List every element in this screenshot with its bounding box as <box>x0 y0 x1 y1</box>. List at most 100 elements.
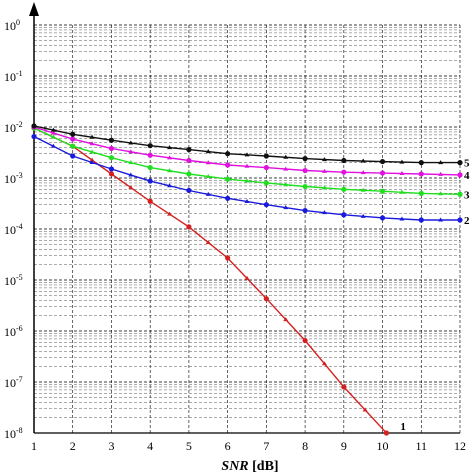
series-mid-marker <box>360 170 366 175</box>
data-point <box>457 160 463 166</box>
series-mid-marker <box>244 178 250 183</box>
series-mid-marker <box>283 182 289 187</box>
x-tick-label: 1 <box>31 439 37 453</box>
series-mid-marker <box>360 158 366 163</box>
data-point <box>383 430 390 436</box>
series-mid-marker <box>128 172 134 177</box>
data-point <box>108 166 115 172</box>
series-mid-marker <box>167 211 173 216</box>
x-tick-label: 12 <box>454 439 466 453</box>
series-mid-marker <box>50 143 56 148</box>
series-mid-marker <box>399 159 405 164</box>
data-point <box>70 153 76 159</box>
x-tick-label: 2 <box>70 439 76 453</box>
series-mid-marker <box>167 155 173 160</box>
data-point <box>302 183 308 190</box>
series-mid-marker <box>205 160 211 165</box>
y-tick-label: 10-8 <box>4 426 23 441</box>
series-mid-marker <box>128 140 134 145</box>
data-point <box>147 152 153 158</box>
series-mid-marker <box>321 157 327 162</box>
y-tick-label: 10-2 <box>4 120 23 135</box>
data-point <box>341 212 347 218</box>
series-label: 4 <box>464 170 470 182</box>
series-mid-marker <box>205 191 211 196</box>
data-point <box>108 145 115 152</box>
series-mid-marker <box>128 149 134 154</box>
x-tick-label: 3 <box>108 439 114 453</box>
data-point <box>147 164 153 171</box>
data-point <box>31 123 37 129</box>
series-mid-marker <box>244 275 250 280</box>
data-point <box>225 151 231 157</box>
data-point <box>186 157 192 164</box>
y-axis-arrow <box>29 2 39 16</box>
series-mid-marker <box>50 127 56 132</box>
x-tick-label: 5 <box>186 439 192 453</box>
y-tick-label: 10-6 <box>4 324 23 339</box>
data-point <box>263 164 269 171</box>
series-mid-marker <box>167 168 173 173</box>
data-point <box>302 337 308 344</box>
y-tick-label: 10-3 <box>4 171 23 186</box>
series-mid-marker <box>360 213 366 218</box>
data-point <box>70 143 76 149</box>
x-axis-label: SNR [dB] <box>221 459 278 474</box>
data-point <box>418 160 424 166</box>
x-tick-label: 9 <box>341 439 347 453</box>
series-mid-marker <box>321 210 327 215</box>
series-mid-marker <box>399 189 405 194</box>
series-label: 5 <box>464 158 470 170</box>
series-mid-marker <box>50 134 56 139</box>
data-point <box>418 171 424 177</box>
series-5 <box>31 123 463 166</box>
data-point <box>31 133 37 140</box>
series-mid-marker <box>89 141 95 146</box>
series-label: 1 <box>400 421 406 433</box>
x-axis-label-unit: [dB] <box>249 459 279 474</box>
series-mid-marker <box>283 205 289 210</box>
series-mid-marker <box>438 217 444 222</box>
data-point <box>302 167 308 174</box>
series-mid-marker <box>399 216 405 221</box>
data-point <box>341 169 347 175</box>
data-point <box>70 136 76 142</box>
series-mid-marker <box>89 149 95 154</box>
series-mid-marker <box>438 160 444 165</box>
series-mid-marker <box>50 130 56 135</box>
x-tick-label: 4 <box>147 439 153 453</box>
series-mid-marker <box>283 166 289 171</box>
series-mid-marker <box>244 152 250 157</box>
data-point <box>147 143 153 149</box>
series-mid-marker <box>128 185 134 190</box>
data-point <box>70 131 76 137</box>
data-point <box>418 190 424 196</box>
x-tick-label: 6 <box>225 439 231 453</box>
data-series <box>31 123 463 436</box>
y-tick-label: 10-5 <box>4 273 23 288</box>
data-point <box>186 147 192 153</box>
series-mid-marker <box>321 185 327 190</box>
x-tick-label: 10 <box>377 439 389 453</box>
data-point <box>457 172 463 178</box>
data-point <box>302 207 308 214</box>
series-mid-marker <box>205 239 211 244</box>
series-2 <box>31 133 463 223</box>
y-tick-label: 10-1 <box>4 69 23 84</box>
data-point <box>108 137 115 143</box>
data-point <box>379 158 386 165</box>
series-line <box>33 127 387 434</box>
data-point <box>379 170 386 176</box>
series-mid-marker <box>321 168 327 173</box>
x-axis-label-italic: SNR <box>221 459 248 474</box>
series-mid-marker <box>438 171 444 176</box>
data-point <box>418 217 424 223</box>
series-mid-marker <box>89 157 95 162</box>
data-point <box>225 176 231 182</box>
plot-axes <box>29 2 460 434</box>
series-mid-marker <box>438 191 444 196</box>
data-point <box>379 215 386 221</box>
data-point <box>225 162 231 168</box>
series-mid-marker <box>89 134 95 139</box>
series-mid-marker <box>321 361 327 366</box>
